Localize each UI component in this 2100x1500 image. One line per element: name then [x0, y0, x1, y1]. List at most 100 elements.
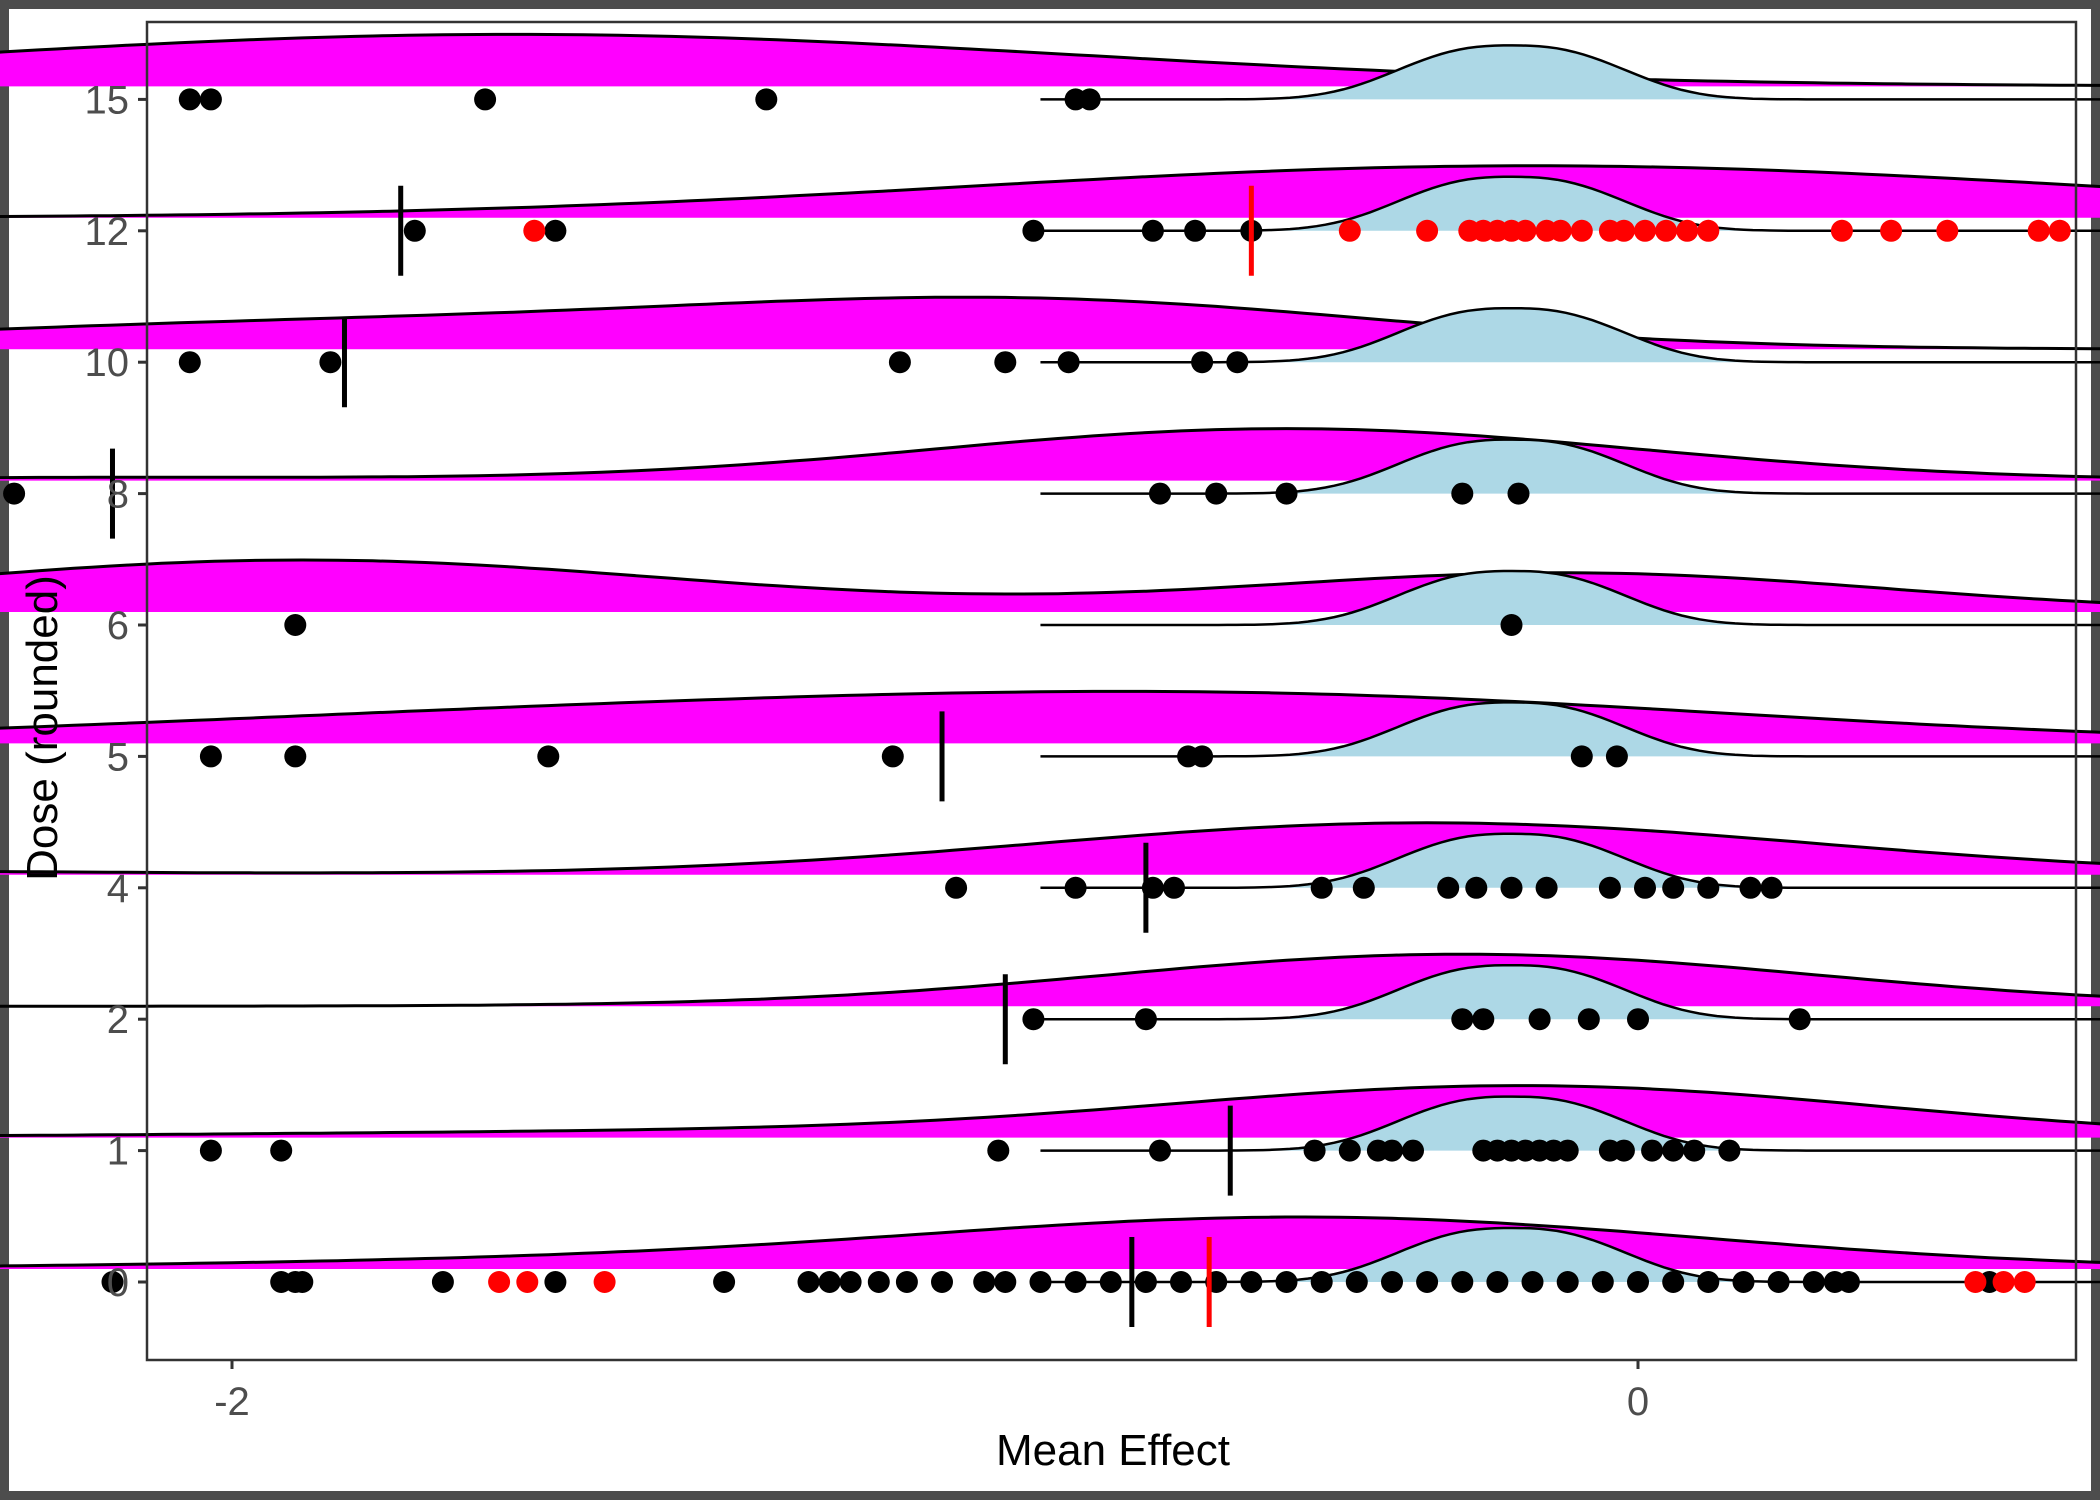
data-point-dose-1 [1303, 1139, 1326, 1162]
data-point-dose-1 [270, 1139, 293, 1162]
y-tick-label: 12 [85, 210, 130, 254]
data-point-dose-10 [178, 351, 201, 374]
data-point-dose-0 [1802, 1271, 1825, 1293]
data-point-dose-4 [1634, 876, 1656, 899]
data-point-dose-4 [1598, 876, 1621, 899]
highlight-point-dose-12 [1514, 219, 1537, 242]
mean-ticks-layer [109, 185, 1254, 1327]
data-point-dose-4 [945, 876, 968, 899]
reference-outline-dose-6 [1040, 569, 2100, 627]
data-point-dose-10 [1191, 351, 1214, 374]
data-point-dose-4 [1662, 876, 1685, 899]
density-outline-dose-8 [0, 427, 2100, 480]
highlight-point-dose-12 [1612, 219, 1635, 242]
data-point-dose-2 [1627, 1008, 1649, 1031]
data-point-dose-4 [1739, 876, 1762, 899]
reference-density-dose-6 [1040, 571, 2100, 625]
data-point-dose-8 [1275, 482, 1298, 505]
highlight-point-dose-12 [1634, 219, 1656, 242]
reference-density-dose-10 [1040, 308, 2100, 363]
data-point-dose-0 [1591, 1271, 1614, 1293]
data-point-dose-0 [1240, 1271, 1263, 1293]
data-point-dose-12 [1022, 219, 1045, 242]
panel-border [145, 20, 2078, 1362]
highlight-point-dose-12 [1655, 219, 1678, 242]
x-axis-title: Mean Effect [996, 1426, 1230, 1475]
data-point-dose-0 [1767, 1271, 1790, 1293]
x-tick-label: 0 [1627, 1380, 1649, 1424]
data-point-dose-0 [895, 1271, 918, 1293]
data-point-dose-15 [178, 88, 201, 111]
reference-outline-dose-2 [1040, 963, 2100, 1021]
highlight-point-dose-12 [523, 219, 546, 242]
data-point-dose-4 [1535, 876, 1558, 899]
data-point-dose-8 [1507, 482, 1530, 505]
y-tick-label: 2 [107, 998, 129, 1042]
data-point-dose-1 [1641, 1139, 1664, 1162]
highlight-point-dose-12 [1880, 219, 1903, 242]
data-point-dose-2 [1134, 1008, 1157, 1031]
data-point-dose-6 [284, 614, 307, 636]
data-point-dose-0 [797, 1271, 820, 1293]
data-point-dose-0 [1486, 1271, 1509, 1293]
data-point-dose-4 [1352, 876, 1375, 899]
density-outline-dose-15 [0, 32, 2100, 87]
density-outline-dose-5 [0, 689, 2100, 734]
data-point-dose-12 [403, 219, 426, 242]
data-point-dose-15 [474, 88, 497, 111]
data-point-dose-1 [1556, 1139, 1579, 1162]
reference-outline-dose-4 [1040, 832, 2100, 890]
data-point-dose-0 [1697, 1271, 1720, 1293]
data-point-dose-1 [1718, 1139, 1741, 1162]
data-point-dose-4 [1465, 876, 1488, 899]
data-point-dose-15 [1078, 88, 1101, 111]
data-point-dose-0 [1134, 1271, 1157, 1293]
data-point-dose-5 [537, 745, 560, 768]
data-point-dose-15 [199, 88, 222, 111]
data-point-dose-15 [755, 88, 778, 111]
data-point-dose-0 [1662, 1271, 1685, 1293]
density-outline-dose-10 [0, 295, 2100, 351]
highlight-point-dose-12 [1570, 219, 1593, 242]
data-point-dose-1 [1402, 1139, 1424, 1162]
data-point-dose-2 [1022, 1008, 1045, 1031]
data-point-dose-5 [1605, 745, 1628, 768]
y-tick-label: 4 [107, 867, 129, 911]
data-point-dose-2 [1577, 1008, 1600, 1031]
data-point-dose-4 [1437, 876, 1460, 899]
data-point-dose-0 [1275, 1271, 1298, 1293]
data-point-dose-10 [319, 351, 342, 374]
data-point-dose-10 [888, 351, 911, 374]
data-point-dose-0 [994, 1271, 1017, 1293]
data-point-dose-2 [1451, 1008, 1474, 1031]
highlight-point-dose-12 [1697, 219, 1720, 242]
data-point-dose-0 [101, 1271, 124, 1293]
data-point-dose-0 [1029, 1271, 1052, 1293]
data-point-dose-0 [931, 1271, 953, 1293]
reference-density-dose-4 [1040, 833, 2100, 888]
data-point-dose-8 [1149, 482, 1171, 505]
data-point-dose-12 [544, 219, 567, 242]
data-point-dose-0 [1099, 1271, 1122, 1293]
highlight-point-dose-12 [1936, 219, 1959, 242]
data-point-dose-0 [1381, 1271, 1403, 1293]
data-point-dose-1 [1662, 1139, 1685, 1162]
data-point-dose-0 [1345, 1271, 1368, 1293]
data-point-dose-8 [1205, 482, 1228, 505]
data-point-dose-1 [1338, 1139, 1361, 1162]
highlight-point-dose-12 [1549, 219, 1572, 242]
data-point-dose-4 [1310, 876, 1333, 899]
data-point-dose-5 [881, 745, 904, 768]
data-point-dose-0 [1556, 1271, 1579, 1293]
data-point-dose-2 [1528, 1008, 1551, 1031]
data-point-dose-4 [1760, 876, 1783, 899]
y-tick-label: 15 [85, 78, 130, 122]
y-tick-label: 0 [107, 1261, 129, 1305]
y-tick-label: 8 [107, 473, 129, 517]
highlight-point-dose-12 [1338, 219, 1361, 242]
data-point-dose-10 [1226, 351, 1249, 374]
highlight-point-dose-0 [516, 1271, 539, 1293]
data-point-dose-0 [1170, 1271, 1192, 1293]
data-point-dose-5 [284, 745, 307, 768]
